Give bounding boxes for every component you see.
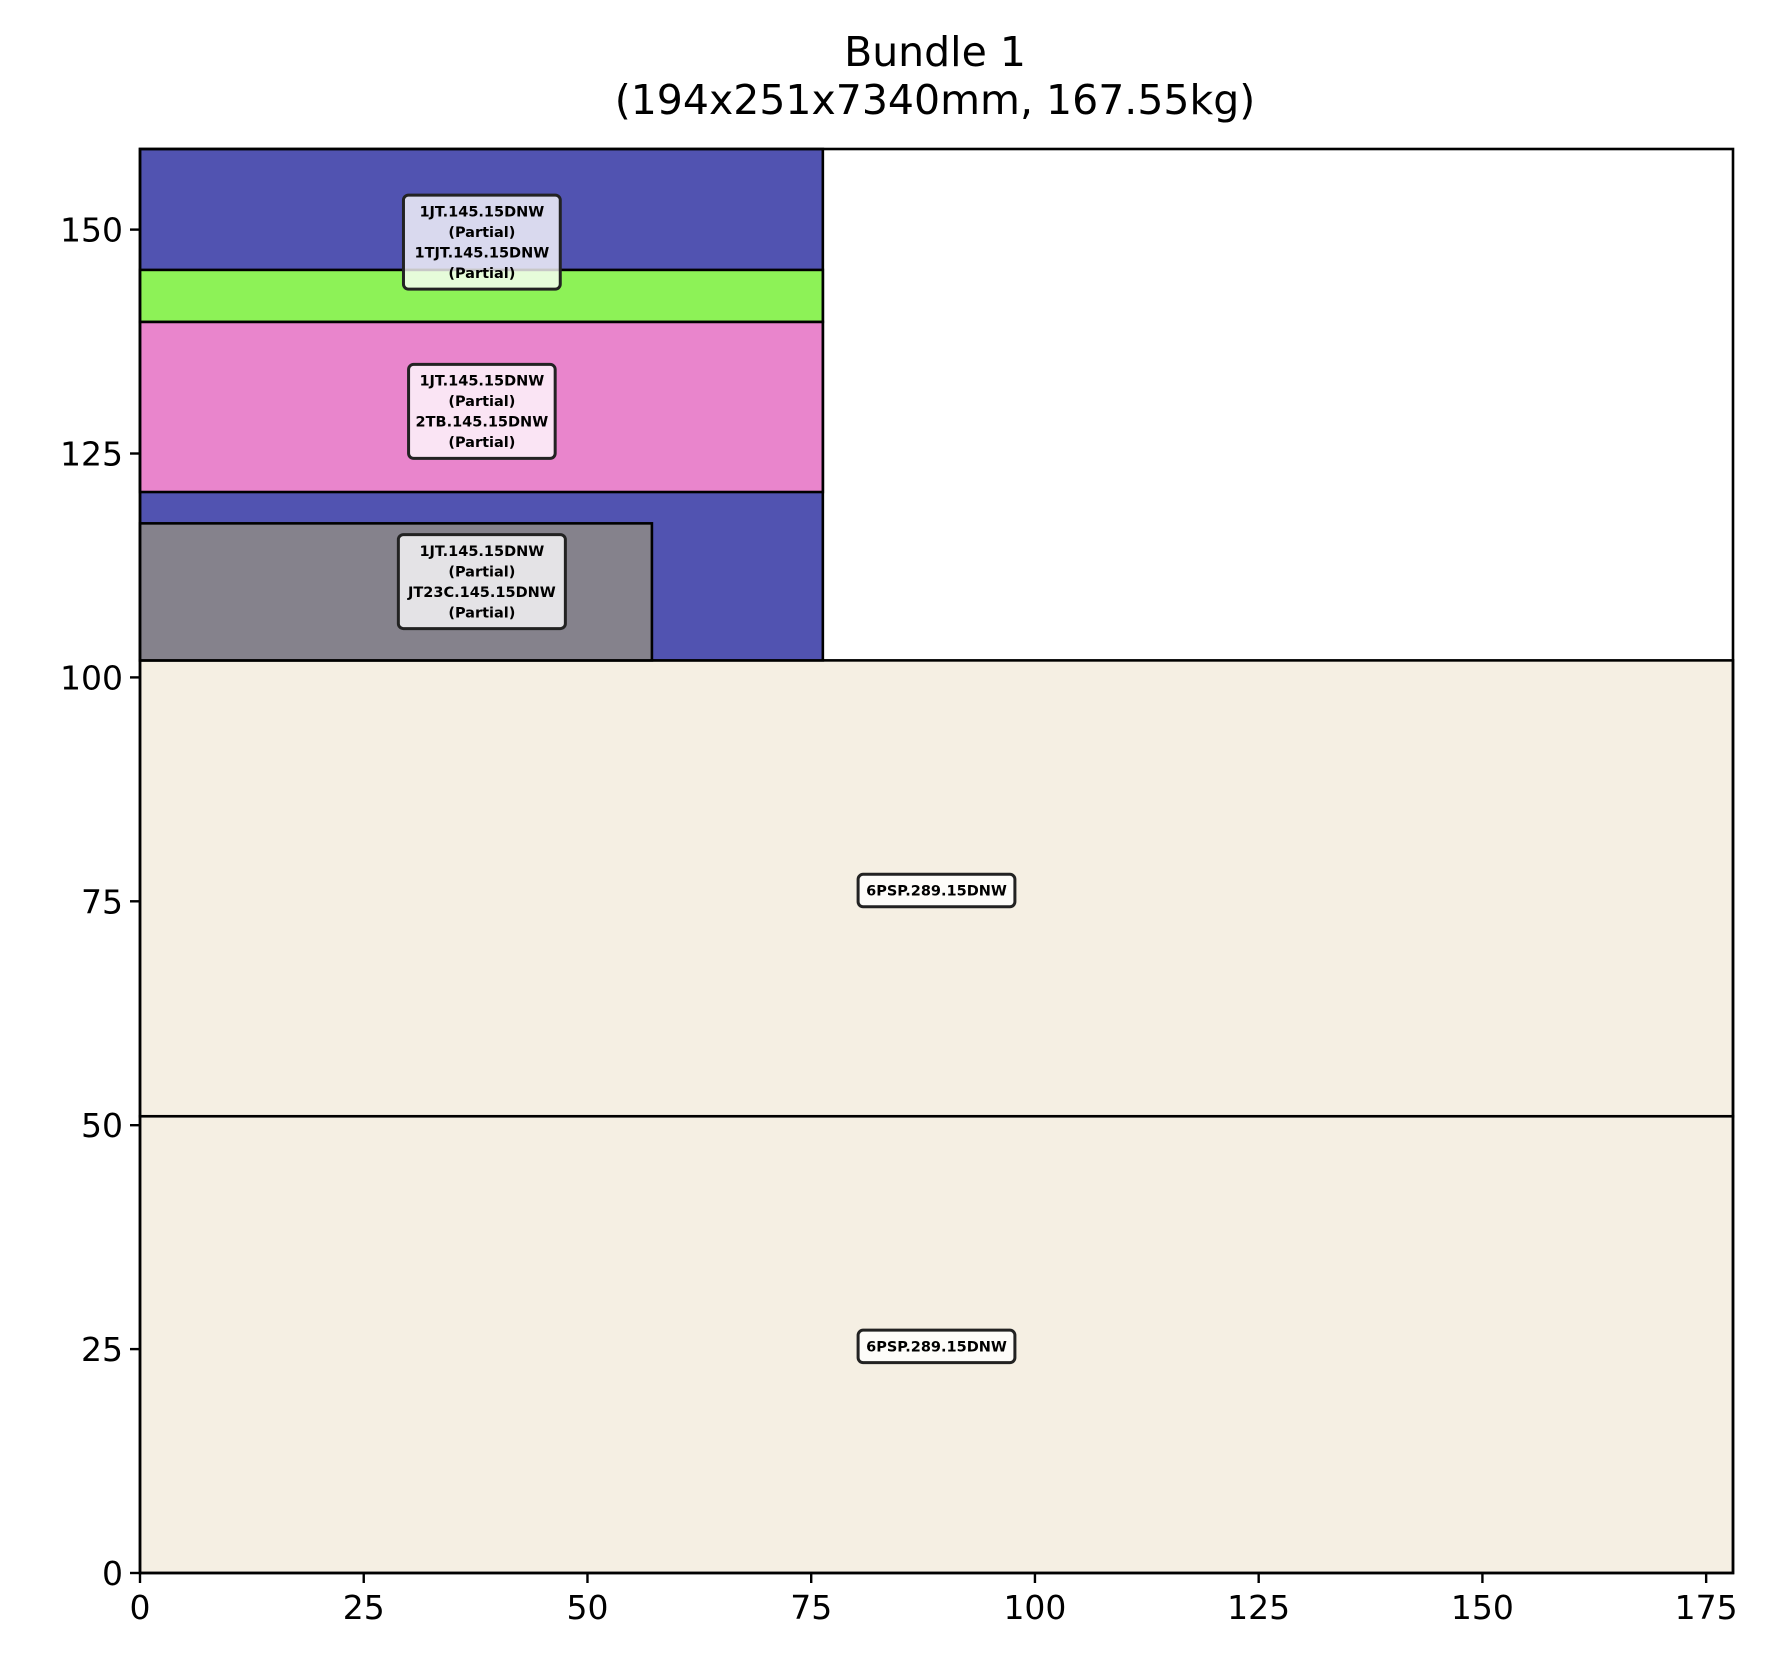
label-text: JT23C.145.15DNW: [407, 585, 556, 601]
label-text: 6PSP.289.15DNW: [866, 884, 1007, 900]
label-text: (Partial): [448, 605, 515, 621]
label-text: 2TB.145.15DNW: [416, 415, 549, 431]
packing-rect-3: [138, 522, 654, 662]
y-tick-label: 50: [81, 1106, 123, 1145]
x-tick-label: 150: [1451, 1588, 1514, 1627]
plot-frame: [138, 147, 1735, 1575]
x-tick-label: 100: [1003, 1588, 1066, 1627]
label-box-3: [407, 362, 557, 460]
label-text: (Partial): [448, 435, 515, 451]
y-tick-label: 75: [81, 882, 123, 921]
y-tick-label: 0: [102, 1554, 123, 1593]
x-tick-label: 175: [1675, 1588, 1738, 1627]
label-box-2: [396, 533, 567, 631]
label-box-4: [401, 193, 562, 291]
x-tick-label: 50: [566, 1588, 608, 1627]
label-box-1: [856, 872, 1017, 909]
x-tick-label: 25: [343, 1588, 385, 1627]
label-text: (Partial): [448, 225, 515, 241]
label-text: 1JT.145.15DNW: [419, 544, 544, 560]
label-text: (Partial): [448, 266, 515, 282]
x-tick-label: 75: [790, 1588, 832, 1627]
packing-rect-5: [138, 268, 825, 324]
label-text: 6PSP.289.15DNW: [866, 1339, 1007, 1355]
y-tick-label: 100: [60, 658, 123, 697]
x-tick-label: 0: [130, 1588, 151, 1627]
chart-subtitle: (194x251x7340mm, 167.55kg): [615, 76, 1256, 124]
y-tick-label: 25: [81, 1330, 123, 1369]
label-text: 1JT.145.15DNW: [419, 374, 544, 390]
label-text: 1JT.145.15DNW: [419, 204, 544, 220]
chart-title: Bundle 1: [844, 28, 1026, 76]
label-text: (Partial): [448, 394, 515, 410]
label-text: (Partial): [448, 564, 515, 580]
y-tick-label: 150: [60, 211, 123, 250]
x-tick-label: 125: [1227, 1588, 1290, 1627]
y-tick-label: 125: [60, 435, 123, 474]
label-box-0: [856, 1328, 1017, 1365]
label-text: 1TJT.145.15DNW: [415, 245, 550, 261]
